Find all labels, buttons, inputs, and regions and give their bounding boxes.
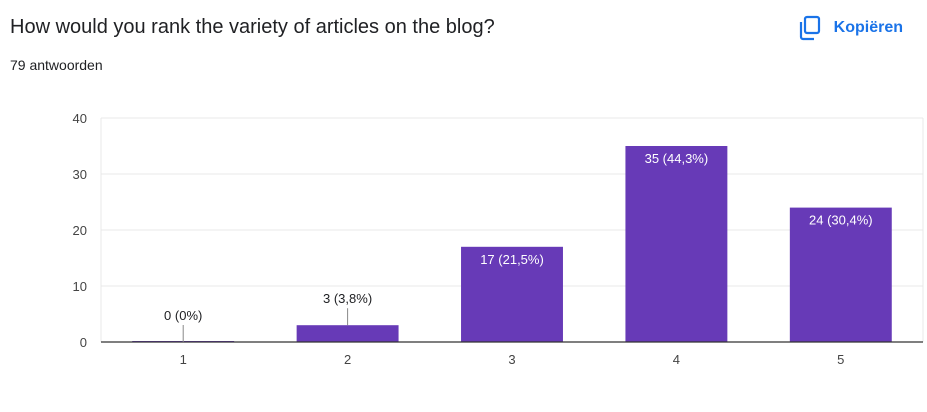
x-tick-label: 3 <box>508 352 515 367</box>
data-label: 17 (21,5%) <box>480 252 544 267</box>
data-label: 35 (44,3%) <box>645 151 709 166</box>
x-tick-label: 4 <box>673 352 680 367</box>
bars <box>132 146 892 342</box>
copy-icon <box>798 15 822 41</box>
y-tick-label: 40 <box>73 111 87 126</box>
copy-button[interactable]: Kopiëren <box>792 12 909 44</box>
data-label: 3 (3,8%) <box>323 291 372 306</box>
x-tick-label: 1 <box>180 352 187 367</box>
y-tick-label: 20 <box>73 223 87 238</box>
labels: 0 10 20 30 40 1 0 (0%) 2 3 (3,8%) 3 17 (21,5%) 4 35 … <box>73 111 873 367</box>
bar[interactable] <box>461 246 563 342</box>
grid-lines <box>100 117 924 342</box>
bar[interactable] <box>625 146 728 342</box>
y-tick-label: 10 <box>73 279 87 294</box>
bar[interactable] <box>789 207 892 342</box>
data-label: 0 (0%) <box>164 308 202 323</box>
x-tick-label: 2 <box>344 352 351 367</box>
y-tick-label: 0 <box>80 335 87 350</box>
bar[interactable] <box>296 325 399 342</box>
copy-label: Kopiëren <box>833 19 903 36</box>
data-label: 24 (30,4%) <box>809 213 873 228</box>
x-tick-label: 5 <box>837 352 844 367</box>
y-tick-label: 30 <box>73 167 87 182</box>
response-count: 79 antwoorden <box>10 57 103 73</box>
question-title: How would you rank the variety of articl… <box>10 16 495 38</box>
